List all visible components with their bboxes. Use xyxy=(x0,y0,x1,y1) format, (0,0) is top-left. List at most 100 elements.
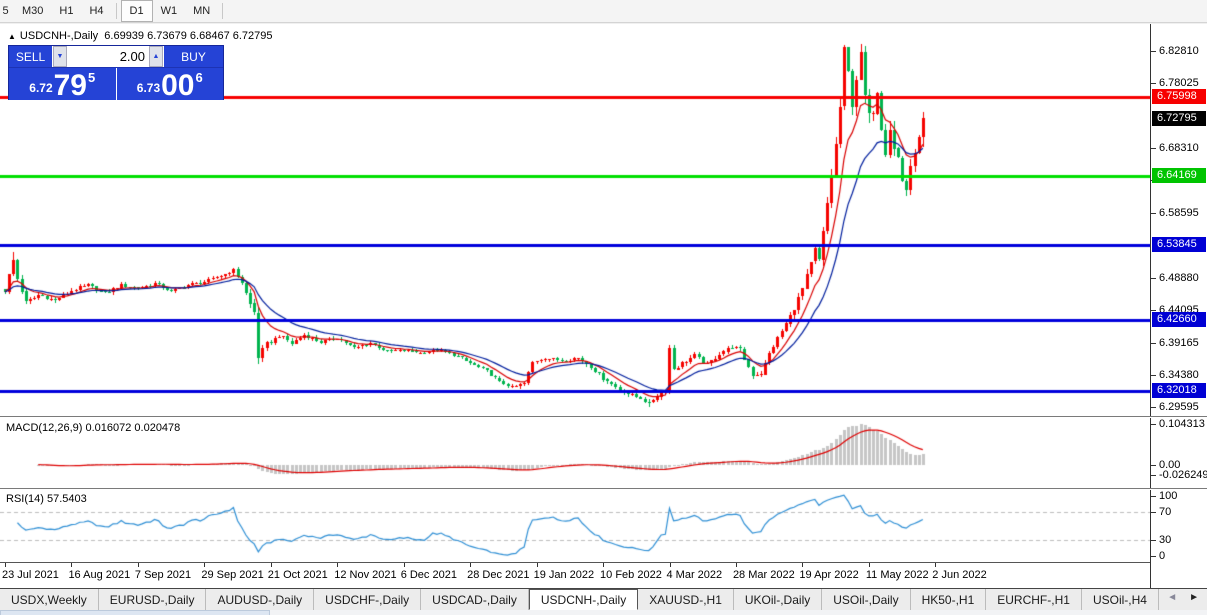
date-label: 2 Jun 2022 xyxy=(932,569,987,581)
date-tick-mark xyxy=(204,563,206,567)
macd-label: MACD(12,26,9) 0.016072 0.020478 xyxy=(6,422,181,434)
date-label: 7 Sep 2021 xyxy=(134,569,192,581)
chart-tab-bar: USDX,Weekly EURUSD-,Daily AUDUSD-,Daily USD… xyxy=(0,588,1207,615)
sell-price-pip: 5 xyxy=(88,70,96,85)
axis-tick-mark xyxy=(1151,496,1156,497)
axis-tick-mark xyxy=(1151,512,1156,513)
indicator-axis-tick: 70 xyxy=(1159,506,1172,518)
indicator-axis-tick: 0.104313 xyxy=(1159,418,1205,430)
axis-tick-mark xyxy=(1151,148,1156,149)
date-tick-mark xyxy=(270,563,272,567)
buy-price-pip: 6 xyxy=(195,70,203,85)
price-axis-tick: 6.34380 xyxy=(1159,368,1199,381)
tabs-scroll-left-icon[interactable]: ◄ xyxy=(1167,592,1178,603)
date-tick-mark xyxy=(935,563,937,567)
axis-tick-mark xyxy=(1151,277,1156,279)
tabs-scroll-right-icon[interactable]: ► xyxy=(1189,592,1199,603)
tab-scrollbar xyxy=(0,610,1207,615)
indicator-axis-tick: 30 xyxy=(1159,534,1172,546)
rsi-canvas xyxy=(0,490,1151,562)
date-label: 10 Feb 2022 xyxy=(600,569,662,581)
price-axis-tick: 6.29595 xyxy=(1159,400,1199,413)
axis-tick-mark xyxy=(1151,342,1156,344)
chart-tab-xauusd-h1[interactable]: XAUUSD-,H1 xyxy=(638,589,734,610)
chart-tab-usdx-weekly[interactable]: USDX,Weekly xyxy=(0,589,99,610)
one-click-trade-panel: SELL ▼ ▲ BUY 6.72 79 5 6.73 00 6 xyxy=(8,45,224,102)
chart-tab-ukoil-daily[interactable]: UKOil-,Daily xyxy=(734,589,823,610)
axis-tick-mark xyxy=(1151,540,1156,541)
axis-tick-mark xyxy=(1151,465,1156,466)
volume-input[interactable] xyxy=(67,46,149,67)
indicator-axis-tick: -0.026249 xyxy=(1159,469,1207,482)
date-label: 19 Apr 2022 xyxy=(799,569,859,581)
price-axis-tick: 6.68310 xyxy=(1159,142,1199,154)
axis-tick-mark xyxy=(1151,374,1156,376)
price-level-badge: 6.64169 xyxy=(1152,168,1206,184)
sell-price-big: 79 xyxy=(53,69,87,102)
price-level-badge: 6.72795 xyxy=(1152,110,1206,126)
chart-tab-eurusd-daily[interactable]: EURUSD-,Daily xyxy=(99,589,207,610)
timeframe-toolbar: 5 M30 H1 H4 D1 W1 MN xyxy=(0,0,1207,23)
volume-decrease-button[interactable]: ▼ xyxy=(53,46,67,67)
chart-tab-audusd-daily[interactable]: AUDUSD-,Daily xyxy=(206,589,315,610)
indicator-axis-tick: 0 xyxy=(1159,550,1166,562)
rsi-label: RSI(14) 57.5403 xyxy=(6,493,87,505)
sell-price-display[interactable]: 6.72 79 5 xyxy=(9,68,117,102)
date-label: 28 Mar 2022 xyxy=(732,569,795,581)
chart-tab-usdcad-daily[interactable]: USDCAD-,Daily xyxy=(421,589,529,610)
sell-button[interactable]: SELL xyxy=(9,46,53,67)
tab-scrollbar-thumb[interactable] xyxy=(0,610,270,615)
axis-tick-mark xyxy=(1151,309,1156,311)
chart-symbol-period: USDCNH-,Daily xyxy=(19,30,99,42)
chart-tab-usoil-h4[interactable]: USOil-,H4 xyxy=(1082,589,1159,610)
date-tick-mark xyxy=(603,563,605,567)
pane-separator[interactable] xyxy=(0,488,1207,490)
price-axis-tick: 6.58595 xyxy=(1159,206,1199,219)
price-axis-tick: 6.48880 xyxy=(1159,271,1199,284)
date-label: 23 Jul 2021 xyxy=(2,569,59,581)
axis-tick-mark xyxy=(1151,51,1156,53)
timeframe-button-m30[interactable]: M30 xyxy=(22,5,44,17)
price-axis-tick: 6.82810 xyxy=(1159,45,1199,58)
timeframe-button-h4[interactable]: H4 xyxy=(89,5,104,17)
chart-tab-usoil-daily[interactable]: USOil-,Daily xyxy=(822,589,911,610)
timeframe-button-w1[interactable]: W1 xyxy=(160,5,178,17)
price-axis-line xyxy=(1150,24,1151,588)
chart-tab-eurchf-h1[interactable]: EURCHF-,H1 xyxy=(986,589,1082,610)
buy-price-prefix: 6.73 xyxy=(136,81,161,95)
timeframe-button-mn[interactable]: MN xyxy=(193,5,211,17)
buy-button[interactable]: BUY xyxy=(163,46,223,67)
date-label: 6 Dec 2021 xyxy=(400,569,457,581)
date-tick-mark xyxy=(868,563,870,567)
date-label: 19 Jan 2022 xyxy=(533,569,595,581)
pane-separator[interactable] xyxy=(0,416,1207,418)
price-axis-tick: 6.78025 xyxy=(1159,77,1199,90)
axis-tick-mark xyxy=(1151,556,1156,557)
buy-price-display[interactable]: 6.73 00 6 xyxy=(116,68,223,101)
date-tick-mark xyxy=(137,563,139,567)
price-axis-tick: 6.39165 xyxy=(1159,336,1199,349)
price-level-badge: 6.42660 xyxy=(1152,312,1206,328)
chart-tab-usdcnh-daily[interactable]: USDCNH-,Daily xyxy=(528,589,639,610)
axis-tick-mark xyxy=(1151,406,1156,408)
date-label: 21 Oct 2021 xyxy=(267,569,328,581)
timeframe-button-5[interactable]: 5 xyxy=(2,5,9,17)
date-label: 11 May 2022 xyxy=(865,569,929,581)
macd-pane xyxy=(0,418,1151,488)
volume-increase-button[interactable]: ▲ xyxy=(149,46,163,67)
timeframe-button-d1[interactable]: D1 xyxy=(120,0,153,22)
collapse-triangle-icon[interactable]: ▲ xyxy=(8,32,16,41)
rsi-pane xyxy=(0,490,1151,562)
axis-tick-mark xyxy=(1151,424,1156,425)
chart-tab-usdchf-daily[interactable]: USDCHF-,Daily xyxy=(314,589,422,610)
date-tick-mark xyxy=(802,563,804,567)
date-tick-mark xyxy=(403,563,405,567)
indicator-axis-tick: 100 xyxy=(1159,490,1178,502)
timeframe-button-h1[interactable]: H1 xyxy=(59,5,74,17)
axis-tick-mark xyxy=(1151,475,1156,477)
chart-tab-hk50-h1[interactable]: HK50-,H1 xyxy=(911,589,987,610)
time-axis: 23 Jul 2021 16 Aug 2021 7 Sep 2021 29 Sep 2… xyxy=(0,562,1207,588)
price-axis: 6.828106.780256.683106.635256.585956.488… xyxy=(1151,24,1207,588)
date-tick-mark xyxy=(5,563,6,567)
